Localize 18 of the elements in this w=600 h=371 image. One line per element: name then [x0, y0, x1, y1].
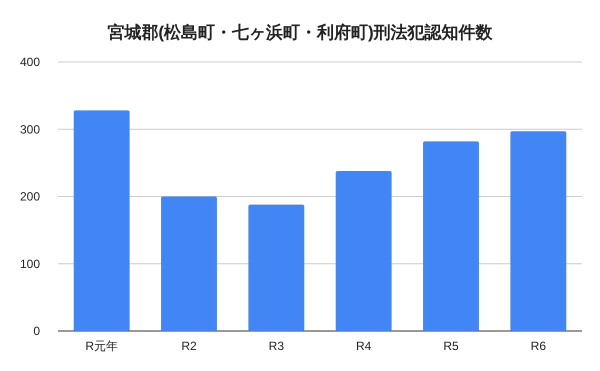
x-tick-label: R4	[356, 339, 372, 353]
x-tick-label: R元年	[85, 339, 118, 353]
x-tick-label: R3	[268, 339, 284, 353]
y-tick-label: 0	[33, 324, 40, 338]
x-tick-label: R2	[181, 339, 197, 353]
bar	[74, 110, 130, 331]
bar	[248, 204, 304, 331]
bar	[423, 141, 479, 331]
x-tick-label: R6	[530, 339, 546, 353]
y-tick-label: 200	[20, 190, 40, 204]
y-tick-label: 300	[20, 122, 40, 136]
y-tick-label: 100	[20, 256, 40, 271]
chart-title: 宮城郡(松島町・七ヶ浜町・利府町)刑法犯認知件数	[107, 23, 494, 42]
bar	[510, 131, 566, 331]
x-tick-label: R5	[443, 339, 459, 353]
bar	[161, 196, 217, 331]
y-tick-label: 400	[20, 55, 40, 69]
bar	[336, 170, 392, 331]
